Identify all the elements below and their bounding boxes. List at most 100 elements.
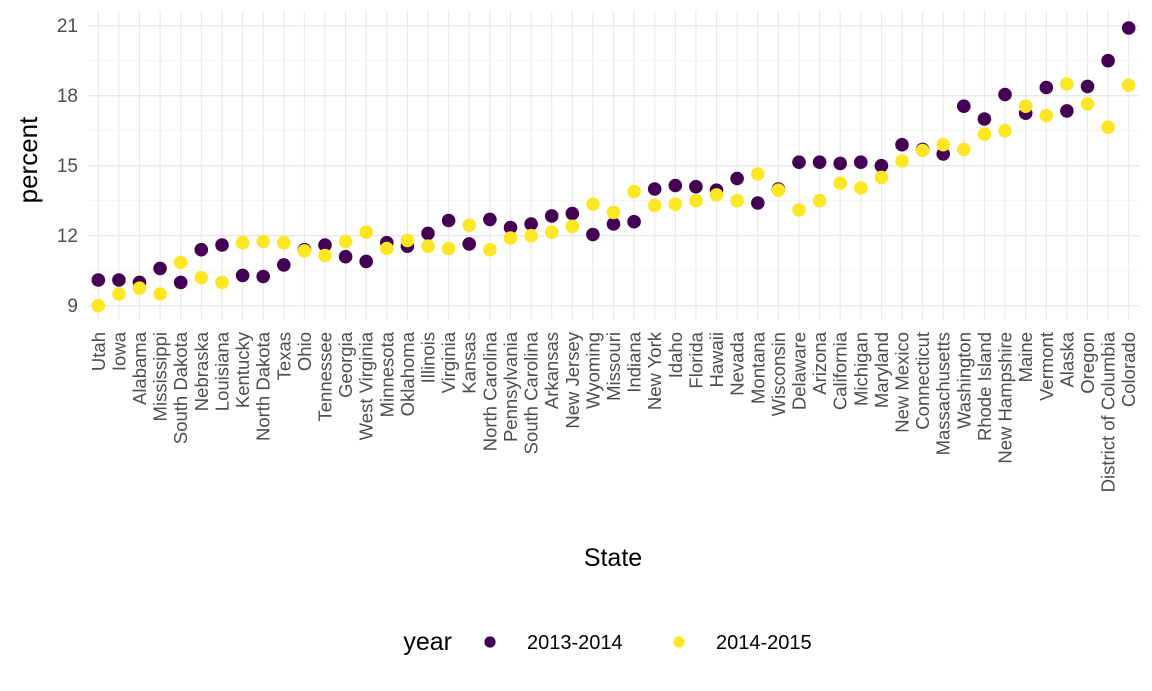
data-point-2013-2014 <box>153 261 167 276</box>
data-point-2014-2015 <box>874 170 889 185</box>
data-point-2013-2014 <box>318 238 332 252</box>
x-tick-label: Illinois <box>418 332 439 383</box>
data-point-2013-2014 <box>689 179 703 194</box>
x-tick-label: Delaware <box>789 332 810 410</box>
x-tick-label: West Virginia <box>356 331 377 440</box>
data-point-2013-2014 <box>854 155 868 169</box>
x-tick-label: Arkansas <box>541 332 562 409</box>
data-point-2013-2014 <box>1080 79 1095 94</box>
data-point-2013-2014 <box>833 156 847 171</box>
x-tick-label: Wyoming <box>582 332 603 409</box>
data-point-2014-2015 <box>1060 77 1074 91</box>
data-point-2013-2014 <box>441 213 456 228</box>
x-tick-label: Louisiana <box>212 331 233 411</box>
data-point-2014-2015 <box>606 205 621 220</box>
x-tick-label: Mississippi <box>150 332 171 421</box>
points-layer <box>91 21 1136 313</box>
data-point-2014-2015 <box>1080 97 1095 111</box>
y-tick-label: 12 <box>57 226 78 247</box>
data-point-2013-2014 <box>936 147 950 161</box>
x-tick-label: Utah <box>88 332 109 371</box>
data-point-2014-2015 <box>503 231 518 245</box>
data-point-2014-2015 <box>215 275 229 290</box>
data-point-2014-2015 <box>668 197 683 211</box>
data-point-2014-2015 <box>1121 78 1136 92</box>
data-point-2014-2015 <box>359 225 374 239</box>
data-point-2013-2014 <box>1039 80 1054 95</box>
data-point-2014-2015 <box>194 270 209 285</box>
data-point-2014-2015 <box>565 219 580 234</box>
data-point-2013-2014 <box>544 209 559 223</box>
x-tick-label: New Jersey <box>562 331 583 428</box>
x-tick-label: Alaska <box>1056 331 1077 387</box>
data-point-2014-2015 <box>1101 120 1115 134</box>
data-point-2014-2015 <box>998 123 1012 138</box>
data-point-2014-2015 <box>730 193 744 208</box>
data-point-2013-2014 <box>751 196 765 210</box>
data-point-2014-2015 <box>153 287 167 301</box>
data-point-2013-2014 <box>730 171 744 186</box>
x-tick-label: Kentucky <box>232 331 253 408</box>
data-point-2014-2015 <box>915 143 930 158</box>
data-point-2014-2015 <box>235 235 250 250</box>
x-tick-label: Nebraska <box>191 331 212 411</box>
data-point-2014-2015 <box>462 218 477 232</box>
data-point-2014-2015 <box>833 176 847 190</box>
data-point-2013-2014 <box>1060 104 1074 118</box>
x-tick-label: Missouri <box>603 332 624 401</box>
x-tick-label: Virginia <box>438 331 459 393</box>
x-tick-label: Florida <box>685 331 706 388</box>
x-tick-label: New Hampshire <box>995 332 1016 464</box>
data-point-2013-2014 <box>194 242 209 257</box>
data-point-2013-2014 <box>627 214 641 229</box>
data-point-2013-2014 <box>91 273 106 287</box>
data-point-2014-2015 <box>586 197 600 211</box>
y-tick-label: 15 <box>57 156 78 177</box>
x-tick-label: Vermont <box>1036 332 1057 401</box>
x-tick-label: Massachusetts <box>933 332 954 455</box>
x-tick-label: Tennessee <box>315 332 336 421</box>
data-point-2013-2014 <box>895 137 909 152</box>
x-tick-label: North Carolina <box>479 331 500 451</box>
data-point-2014-2015 <box>441 241 456 256</box>
x-tick-label: Nevada <box>727 331 748 395</box>
x-tick-label: North Dakota <box>253 331 274 441</box>
x-tick-label: Oregon <box>1077 332 1098 394</box>
data-point-2014-2015 <box>689 193 703 208</box>
data-point-2014-2015 <box>895 154 909 168</box>
data-point-2013-2014 <box>606 217 621 231</box>
data-point-2014-2015 <box>936 137 950 152</box>
x-tick-label: Hawaii <box>706 332 727 388</box>
data-point-2014-2015 <box>421 239 435 253</box>
data-point-2014-2015 <box>297 244 312 258</box>
legend-dot-2013-2014 <box>484 636 496 648</box>
x-tick-label: New Mexico <box>892 332 913 433</box>
x-tick-label: Colorado <box>1118 332 1139 407</box>
y-tick-label: 18 <box>57 86 78 107</box>
data-point-2014-2015 <box>132 281 147 296</box>
data-point-2013-2014 <box>235 268 250 283</box>
data-point-2013-2014 <box>565 206 580 221</box>
data-point-2014-2015 <box>524 228 538 243</box>
data-point-2013-2014 <box>173 275 188 290</box>
data-point-2014-2015 <box>709 188 724 202</box>
y-axis-title: percent <box>13 116 43 203</box>
data-point-2013-2014 <box>812 155 827 169</box>
data-point-2014-2015 <box>647 198 662 213</box>
data-point-2014-2015 <box>544 225 559 239</box>
x-tick-label: Minnesota <box>376 331 397 417</box>
x-tick-label: Iowa <box>108 331 129 371</box>
x-axis-title: State <box>584 544 642 572</box>
data-point-2013-2014 <box>524 217 538 231</box>
data-point-2014-2015 <box>483 242 497 257</box>
x-tick-label: Arizona <box>809 331 830 394</box>
data-point-2013-2014 <box>977 112 992 126</box>
x-tick-label: Maryland <box>871 332 892 408</box>
legend: year 2013-2014 2014-2015 <box>403 628 811 656</box>
legend-title: year <box>403 628 452 656</box>
x-tick-label: California <box>830 331 851 410</box>
data-point-2014-2015 <box>112 287 126 301</box>
data-point-2014-2015 <box>380 241 394 256</box>
